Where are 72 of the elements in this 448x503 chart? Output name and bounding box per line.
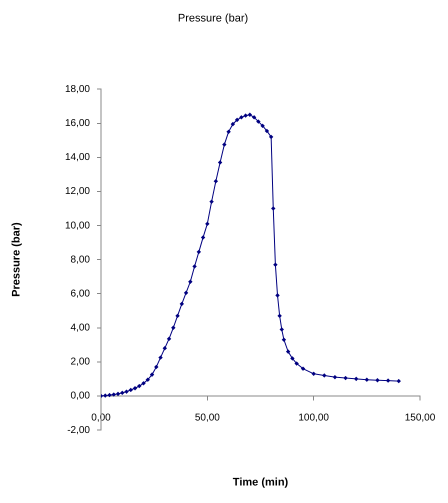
point xyxy=(146,378,150,382)
point xyxy=(364,378,370,382)
y-tick-label: 4,00 xyxy=(70,322,90,334)
y-tick-label: -2,00 xyxy=(67,424,90,436)
point xyxy=(234,118,240,122)
point xyxy=(124,389,129,394)
point xyxy=(248,112,252,117)
point xyxy=(260,124,265,128)
y-tick-label: 14,00 xyxy=(64,152,90,164)
y-tick-label: 2,00 xyxy=(70,356,90,368)
point xyxy=(188,280,193,284)
point xyxy=(264,128,270,134)
point xyxy=(290,356,295,361)
point xyxy=(112,392,116,397)
point xyxy=(222,142,227,147)
y-tick-label: 8,00 xyxy=(70,254,90,266)
point xyxy=(294,361,299,366)
point xyxy=(171,326,176,330)
point xyxy=(141,381,146,386)
point xyxy=(343,376,348,380)
point xyxy=(218,160,222,165)
point xyxy=(150,372,154,377)
point xyxy=(166,336,172,342)
point xyxy=(226,130,231,134)
point xyxy=(252,115,256,120)
point xyxy=(180,302,184,306)
point xyxy=(205,222,210,226)
point xyxy=(209,199,214,204)
point xyxy=(154,364,158,370)
point xyxy=(196,250,202,254)
point xyxy=(396,378,401,384)
point xyxy=(386,378,390,383)
point xyxy=(300,366,306,371)
point xyxy=(103,393,108,398)
point xyxy=(200,235,206,240)
y-tick-label: 0,00 xyxy=(70,390,90,402)
point xyxy=(243,113,248,118)
point xyxy=(230,122,236,126)
point xyxy=(311,372,316,376)
x-tick-label: 50,00 xyxy=(194,412,220,424)
point xyxy=(268,134,274,140)
point xyxy=(239,115,244,120)
point xyxy=(107,392,112,398)
point xyxy=(128,388,133,392)
point xyxy=(282,337,286,342)
point xyxy=(273,262,278,267)
point xyxy=(137,384,142,388)
point xyxy=(332,374,338,380)
point xyxy=(175,314,180,318)
point xyxy=(162,346,167,350)
point xyxy=(120,390,124,396)
x-axis-title: Time (min) xyxy=(232,476,289,489)
point xyxy=(354,376,358,382)
point xyxy=(277,314,282,318)
point xyxy=(214,179,218,184)
x-tick-label: 100,00 xyxy=(298,412,330,424)
point xyxy=(286,349,290,354)
point xyxy=(256,119,261,124)
point xyxy=(116,392,120,396)
point xyxy=(192,264,197,269)
x-tick-label: 150,00 xyxy=(404,412,436,424)
point xyxy=(275,293,280,298)
y-tick-label: 16,00 xyxy=(64,118,90,130)
point xyxy=(158,355,163,360)
point xyxy=(322,373,326,378)
y-tick-label: 18,00 xyxy=(64,84,90,95)
y-axis-title: Pressure (bar) xyxy=(10,222,23,297)
chart-title: Pressure (bar) xyxy=(178,12,248,25)
y-tick-label: 6,00 xyxy=(70,288,90,300)
y-tick-label: 12,00 xyxy=(64,186,90,198)
y-tick-label: 10,00 xyxy=(64,220,90,232)
point xyxy=(184,290,188,296)
